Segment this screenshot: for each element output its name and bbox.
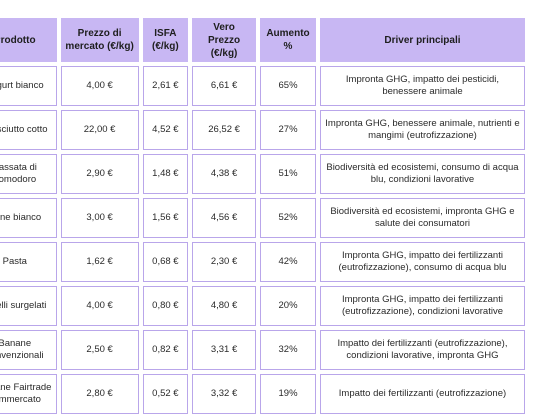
cell-market-price: 3,00 € — [60, 198, 139, 238]
cell-increase: 32% — [260, 330, 316, 370]
cell-market-price: 2,90 € — [60, 154, 139, 194]
cell-true-price: 4,56 € — [192, 198, 257, 238]
table-row: Prosciutto cotto 22,00 € 4,52 € 26,52 € … — [0, 110, 525, 150]
cell-isfa: 0,52 € — [142, 374, 189, 414]
cell-product: Banane convenzionali — [0, 330, 57, 370]
true-price-table: Prodotto Prezzo di mercato (€/kg) ISFA (… — [0, 14, 529, 418]
table-row: Banane convenzionali 2,50 € 0,82 € 3,31 … — [0, 330, 525, 370]
cell-market-price: 2,80 € — [60, 374, 139, 414]
cell-isfa: 0,82 € — [142, 330, 189, 370]
cell-market-price: 1,62 € — [60, 242, 139, 282]
cell-market-price: 2,50 € — [60, 330, 139, 370]
cell-drivers: Impatto dei fertilizzanti (eutrofizzazio… — [319, 330, 525, 370]
header-market-price: Prezzo di mercato (€/kg) — [60, 18, 139, 62]
cell-product: Prosciutto cotto — [0, 110, 57, 150]
header-isfa: ISFA (€/kg) — [142, 18, 189, 62]
cell-market-price: 4,00 € — [60, 66, 139, 106]
cell-isfa: 2,61 € — [142, 66, 189, 106]
cell-drivers: Impronta GHG, impatto dei fertilizzanti … — [319, 286, 525, 326]
cell-market-price: 4,00 € — [60, 286, 139, 326]
table-row: Passata di pomodoro 2,90 € 1,48 € 4,38 €… — [0, 154, 525, 194]
cell-drivers: Impatto dei fertilizzanti (eutrofizzazio… — [319, 374, 525, 414]
cell-increase: 19% — [260, 374, 316, 414]
cell-true-price: 3,32 € — [192, 374, 257, 414]
cell-product: Passata di pomodoro — [0, 154, 57, 194]
cell-drivers: Impronta GHG, benessere animale, nutrien… — [319, 110, 525, 150]
cell-true-price: 4,38 € — [192, 154, 257, 194]
cell-product: Piselli surgelati — [0, 286, 57, 326]
cell-product: Yogurt bianco — [0, 66, 57, 106]
table-row: Yogurt bianco 4,00 € 2,61 € 6,61 € 65% I… — [0, 66, 525, 106]
cell-true-price: 2,30 € — [192, 242, 257, 282]
header-product: Prodotto — [0, 18, 57, 62]
cell-product: Pane bianco — [0, 198, 57, 238]
header-increase: Aumento % — [260, 18, 316, 62]
cell-true-price: 26,52 € — [192, 110, 257, 150]
cell-product: Pasta — [0, 242, 57, 282]
cell-drivers: Impronta GHG, impatto dei fertilizzanti … — [319, 242, 525, 282]
cell-drivers: Biodiversità ed ecosistemi, consumo di a… — [319, 154, 525, 194]
table-row: Piselli surgelati 4,00 € 0,80 € 4,80 € 2… — [0, 286, 525, 326]
cell-true-price: 3,31 € — [192, 330, 257, 370]
cell-increase: 20% — [260, 286, 316, 326]
cell-market-price: 22,00 € — [60, 110, 139, 150]
cell-isfa: 1,56 € — [142, 198, 189, 238]
cell-increase: 27% — [260, 110, 316, 150]
cell-drivers: Impronta GHG, impatto dei pesticidi, ben… — [319, 66, 525, 106]
table-header-row: Prodotto Prezzo di mercato (€/kg) ISFA (… — [0, 18, 525, 62]
cell-isfa: 1,48 € — [142, 154, 189, 194]
header-drivers: Driver principali — [319, 18, 525, 62]
table-row: Pane bianco 3,00 € 1,56 € 4,56 € 52% Bio… — [0, 198, 525, 238]
header-true-price: Vero Prezzo (€/kg) — [192, 18, 257, 62]
table-row: Banane Fairtrade commercato 2,80 € 0,52 … — [0, 374, 525, 414]
cell-true-price: 6,61 € — [192, 66, 257, 106]
cell-increase: 42% — [260, 242, 316, 282]
cell-drivers: Biodiversità ed ecosistemi, impronta GHG… — [319, 198, 525, 238]
cell-increase: 51% — [260, 154, 316, 194]
cell-isfa: 4,52 € — [142, 110, 189, 150]
cell-increase: 52% — [260, 198, 316, 238]
cell-product: Banane Fairtrade commercato — [0, 374, 57, 414]
cell-true-price: 4,80 € — [192, 286, 257, 326]
table-row: Pasta 1,62 € 0,68 € 2,30 € 42% Impronta … — [0, 242, 525, 282]
cell-isfa: 0,68 € — [142, 242, 189, 282]
cell-isfa: 0,80 € — [142, 286, 189, 326]
cell-increase: 65% — [260, 66, 316, 106]
